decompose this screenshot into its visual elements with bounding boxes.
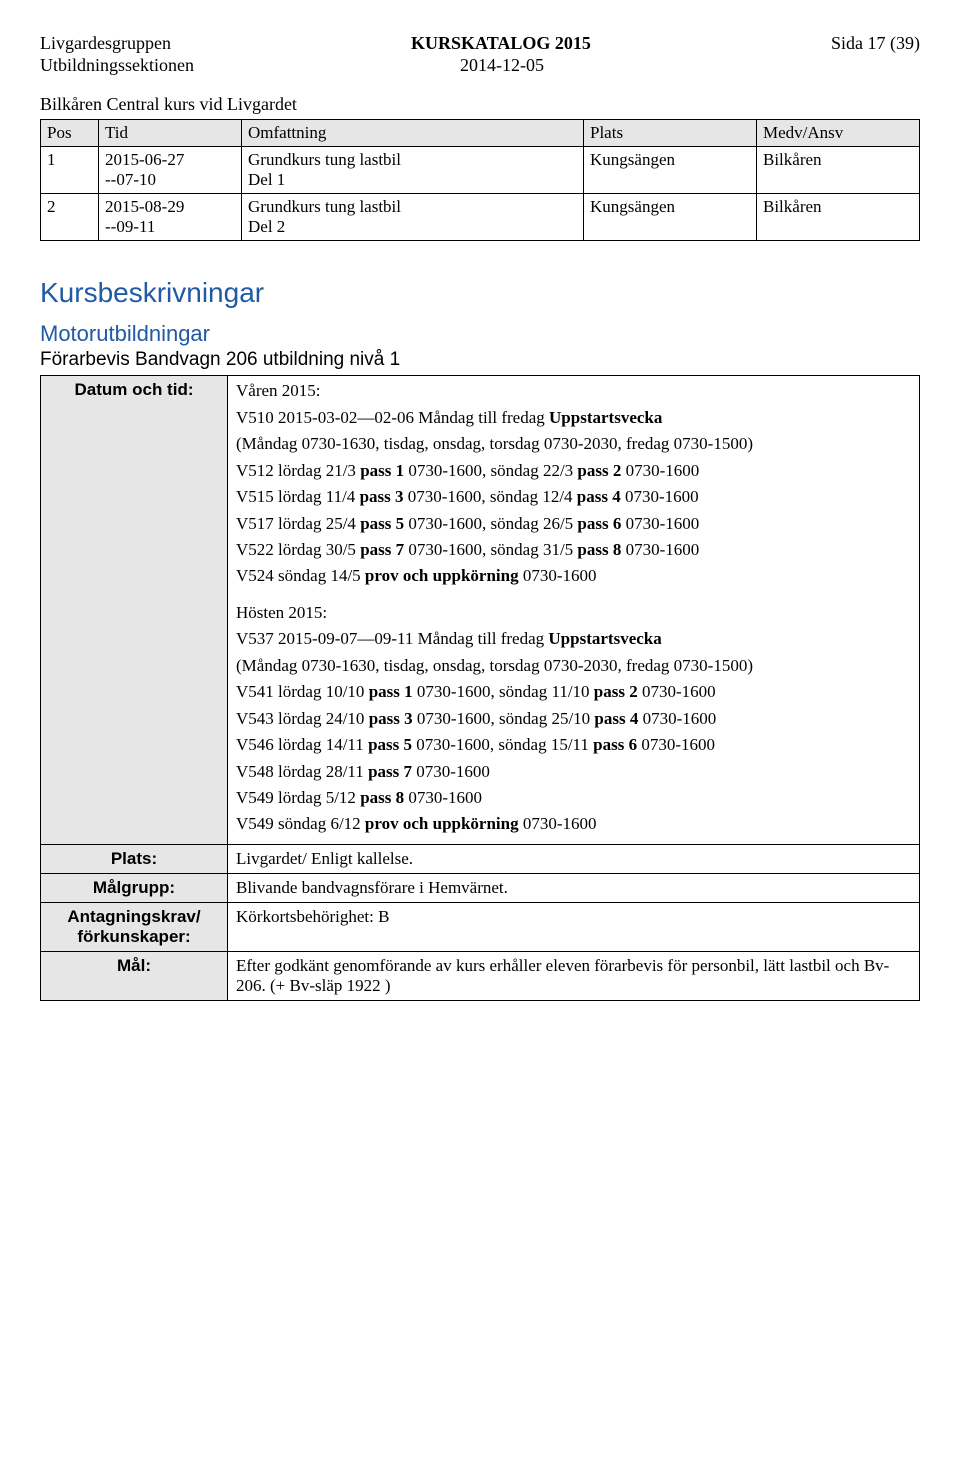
schedule-line: V517 lördag 25/4 pass 5 0730-1600, sönda… (236, 513, 911, 535)
header-title: KURSKATALOG 2015 (411, 32, 591, 55)
hosten-title: Hösten 2015: (236, 603, 327, 622)
schedule-line: (Måndag 0730-1630, tisdag, onsdag, torsd… (236, 433, 911, 455)
course-table: Pos Tid Omfattning Plats Medv/Ansv 12015… (40, 119, 920, 241)
cell-ansv: Bilkåren (757, 194, 920, 241)
header-page: Sida 17 (39) (831, 32, 920, 55)
cell-plats: Kungsängen (584, 147, 757, 194)
header-left1: Livgardesgruppen (40, 32, 171, 55)
schedule-line: V549 söndag 6/12 prov och uppkörning 073… (236, 813, 911, 835)
header-spacer (810, 55, 920, 76)
value-mal: Efter godkänt genomförande av kurs erhål… (228, 951, 920, 1000)
varen-title: Våren 2015: (236, 381, 321, 400)
table-row: 12015-06-27--07-10Grundkurs tung lastbil… (41, 147, 920, 194)
label-malgrupp: Målgrupp: (41, 873, 228, 902)
cell-plats: Kungsängen (584, 194, 757, 241)
value-datum: Våren 2015: V510 2015-03-02—02-06 Måndag… (228, 376, 920, 844)
schedule-line: V546 lördag 14/11 pass 5 0730-1600, sönd… (236, 734, 911, 756)
table-row: 22015-08-29--09-11Grundkurs tung lastbil… (41, 194, 920, 241)
page-subheader: Utbildningssektionen 2014-12-05 (40, 55, 920, 76)
row-datum: Datum och tid: Våren 2015: V510 2015-03-… (41, 376, 920, 844)
course-header-row: Pos Tid Omfattning Plats Medv/Ansv (41, 120, 920, 147)
value-antag: Körkortsbehörighet: B (228, 902, 920, 951)
heading-kursbeskrivningar: Kursbeskrivningar (40, 277, 920, 309)
schedule-line: V548 lördag 28/11 pass 7 0730-1600 (236, 761, 911, 783)
label-antag: Antagningskrav/ förkunskaper: (41, 902, 228, 951)
label-datum: Datum och tid: (41, 376, 228, 844)
cell-omf: Grundkurs tung lastbilDel 2 (242, 194, 584, 241)
cell-ansv: Bilkåren (757, 147, 920, 194)
schedule-line: V524 söndag 14/5 prov och uppkörning 073… (236, 565, 911, 587)
schedule-line: V512 lördag 21/3 pass 1 0730-1600, sönda… (236, 460, 911, 482)
heading-forarbevis: Förarbevis Bandvagn 206 utbildning nivå … (40, 349, 920, 371)
row-mal: Mål: Efter godkänt genomförande av kurs … (41, 951, 920, 1000)
header-left2: Utbildningssektionen (40, 55, 194, 76)
cell-tid: 2015-06-27--07-10 (99, 147, 242, 194)
cell-tid: 2015-08-29--09-11 (99, 194, 242, 241)
schedule-line: V543 lördag 24/10 pass 3 0730-1600, sönd… (236, 708, 911, 730)
row-plats: Plats: Livgardet/ Enligt kallelse. (41, 844, 920, 873)
label-mal: Mål: (41, 951, 228, 1000)
value-malgrupp: Blivande bandvagnsförare i Hemvärnet. (228, 873, 920, 902)
col-tid: Tid (99, 120, 242, 147)
cell-pos: 1 (41, 147, 99, 194)
schedule-line: V537 2015-09-07—09-11 Måndag till fredag… (236, 628, 911, 650)
col-plats: Plats (584, 120, 757, 147)
col-ansv: Medv/Ansv (757, 120, 920, 147)
schedule-line: (Måndag 0730-1630, tisdag, onsdag, torsd… (236, 655, 911, 677)
col-omf: Omfattning (242, 120, 584, 147)
schedule-line: V510 2015-03-02—02-06 Måndag till fredag… (236, 407, 911, 429)
schedule-line: V549 lördag 5/12 pass 8 0730-1600 (236, 787, 911, 809)
cell-pos: 2 (41, 194, 99, 241)
cell-omf: Grundkurs tung lastbilDel 1 (242, 147, 584, 194)
description-table: Datum och tid: Våren 2015: V510 2015-03-… (40, 375, 920, 1000)
heading-motorutbildningar: Motorutbildningar (40, 321, 920, 347)
row-antag: Antagningskrav/ förkunskaper: Körkortsbe… (41, 902, 920, 951)
col-pos: Pos (41, 120, 99, 147)
value-plats: Livgardet/ Enligt kallelse. (228, 844, 920, 873)
page-header: Livgardesgruppen KURSKATALOG 2015 Sida 1… (40, 32, 920, 55)
schedule-line: V515 lördag 11/4 pass 3 0730-1600, sönda… (236, 486, 911, 508)
header-date: 2014-12-05 (460, 55, 544, 76)
schedule-line: V522 lördag 30/5 pass 7 0730-1600, sönda… (236, 539, 911, 561)
schedule-line: V541 lördag 10/10 pass 1 0730-1600, sönd… (236, 681, 911, 703)
section-title: Bilkåren Central kurs vid Livgardet (40, 94, 920, 115)
label-plats: Plats: (41, 844, 228, 873)
row-malgrupp: Målgrupp: Blivande bandvagnsförare i Hem… (41, 873, 920, 902)
